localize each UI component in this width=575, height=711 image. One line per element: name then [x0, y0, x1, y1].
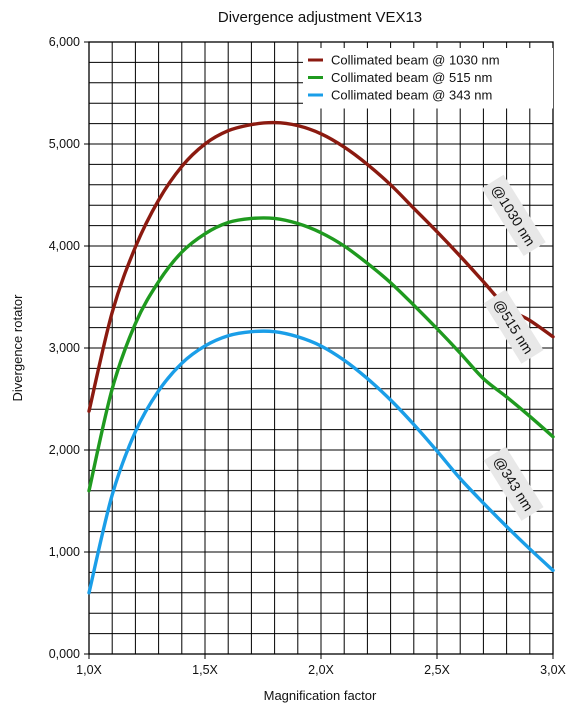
- chart-title: Divergence adjustment VEX13: [218, 9, 422, 26]
- x-tick-label: 1,5X: [192, 663, 218, 677]
- series-lines: [87, 120, 555, 595]
- curve-tag-background: [481, 174, 546, 257]
- legend-label: Collimated beam @ 515 nm: [331, 70, 492, 85]
- x-tick-label: 1,0X: [76, 663, 102, 677]
- legend-label: Collimated beam @ 343 nm: [331, 88, 492, 103]
- curve-tag-background: [483, 289, 544, 364]
- x-tick-label: 2,0X: [308, 663, 334, 677]
- legend: Collimated beam @ 1030 nm Collimated beam…: [303, 48, 553, 109]
- curve-tag: @343 nm: [483, 446, 544, 521]
- series-line: [87, 216, 555, 493]
- y-tick-label: 2,000: [49, 443, 80, 457]
- x-axis-title: Magnification factor: [264, 688, 377, 703]
- x-tick-label: 3,0X: [540, 663, 566, 677]
- y-tick-label: 5,000: [49, 137, 80, 151]
- y-tick-label: 0,000: [49, 647, 80, 661]
- legend-box: [303, 48, 553, 109]
- y-tick-label: 3,000: [49, 341, 80, 355]
- legend-label: Collimated beam @ 1030 nm: [331, 53, 500, 68]
- y-tick-label: 4,000: [49, 239, 80, 253]
- y-axis-title: Divergence rotator: [10, 294, 25, 402]
- curve-tag: @515 nm: [483, 289, 544, 364]
- y-tick-label: 1,000: [49, 545, 80, 559]
- series-line: [87, 329, 555, 595]
- x-tick-label: 2,5X: [424, 663, 450, 677]
- curve-tag: @1030 nm: [481, 174, 546, 257]
- series-line: [87, 120, 555, 413]
- curve-tag-background: [483, 446, 544, 521]
- axes: 0,000 1,000 2,000 3,000 4,000 5,000 6,000 1,0X 1…: [49, 35, 567, 677]
- y-tick-label: 6,000: [49, 35, 80, 49]
